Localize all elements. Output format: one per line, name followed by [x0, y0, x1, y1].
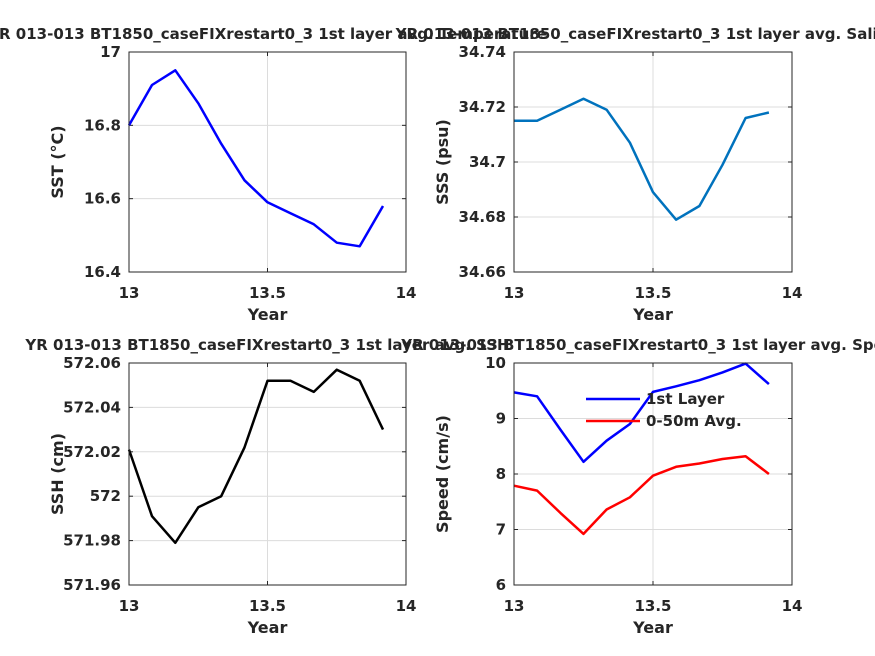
panel-title: YR 013-013 BT1850_caseFIXrestart0_3 1st …: [400, 336, 875, 354]
x-tick-label: 13: [504, 284, 525, 302]
axes-box: [128, 51, 407, 273]
legend-label: 0-50m Avg.: [646, 412, 742, 430]
x-axis-label: Year: [247, 618, 288, 637]
y-tick-label: 572: [90, 487, 121, 505]
series-line-0: [127, 69, 385, 248]
y-tick-label: 34.74: [459, 43, 506, 61]
panel-speed: 13 13.5 14 6 7 8 9 10 Year Speed (cm/s) YR 013-013…: [400, 336, 875, 637]
x-tick-label: 14: [782, 284, 803, 302]
legend-label: 1st Layer: [646, 390, 725, 408]
y-tick-label: 10: [485, 354, 506, 372]
x-axis-label: Year: [632, 618, 673, 637]
y-axis-label: Speed (cm/s): [433, 415, 452, 533]
y-tick-label: 571.96: [63, 576, 121, 594]
x-tick-label: 13.5: [634, 597, 671, 615]
y-tick-label: 34.68: [459, 208, 506, 226]
x-tick-label: 13: [119, 597, 140, 615]
series-line-0: [513, 362, 770, 464]
panel-ssh: 13 13.5 14 571.96 571.98 572 572.02 572.04 572.0…: [24, 336, 509, 637]
y-axis-label: SSH (cm): [48, 433, 67, 515]
y-tick-label: 17: [100, 43, 121, 61]
x-tick-label: 13.5: [249, 284, 286, 302]
series-line-1: [513, 454, 770, 536]
x-axis-label: Year: [247, 305, 288, 324]
panel-sst: 13 13.5 14 16.4 16.6 16.8 17 Year SST (°C) YR 013…: [0, 25, 547, 324]
y-tick-label: 16.6: [84, 190, 121, 208]
y-tick-label: 16.4: [84, 263, 121, 281]
axes-box: [128, 362, 407, 586]
y-tick-label: 34.72: [459, 98, 506, 116]
y-tick-label: 8: [496, 465, 506, 483]
y-tick-label: 34.66: [459, 263, 506, 281]
panel-title: YR 013-013 BT1850_caseFIXrestart0_3 1st …: [0, 25, 547, 43]
y-axis-label: SST (°C): [48, 125, 67, 198]
series-line-0: [514, 97, 770, 221]
y-tick-label: 16.8: [84, 116, 121, 134]
panel-title: YR 013-013 BT1850_caseFIXrestart0_3 1st …: [395, 25, 875, 43]
y-tick-label: 571.98: [63, 532, 121, 550]
x-tick-label: 14: [396, 284, 417, 302]
y-tick-label: 6: [496, 576, 506, 594]
panel-title: YR 013-013 BT1850_caseFIXrestart0_3 1st …: [24, 336, 509, 354]
y-tick-label: 9: [496, 410, 506, 428]
y-tick-label: 572.02: [63, 443, 121, 461]
y-tick-label: 7: [496, 521, 506, 539]
panel-sss: 13 13.5 14 34.66 34.68 34.7 34.72 34.74 Year SSS …: [395, 25, 875, 324]
axes-box: [513, 362, 793, 586]
x-tick-label: 13.5: [634, 284, 671, 302]
y-tick-label: 572.04: [63, 398, 121, 416]
y-axis-label: SSS (psu): [433, 119, 452, 205]
x-tick-label: 13: [119, 284, 140, 302]
axes-box: [513, 51, 793, 273]
x-axis-label: Year: [632, 305, 673, 324]
x-tick-label: 14: [396, 597, 417, 615]
x-tick-label: 14: [782, 597, 803, 615]
y-tick-label: 572.06: [63, 354, 121, 372]
x-tick-label: 13: [504, 597, 525, 615]
series-line-0: [127, 368, 385, 545]
y-tick-label: 34.7: [469, 153, 506, 171]
x-tick-label: 13.5: [249, 597, 286, 615]
